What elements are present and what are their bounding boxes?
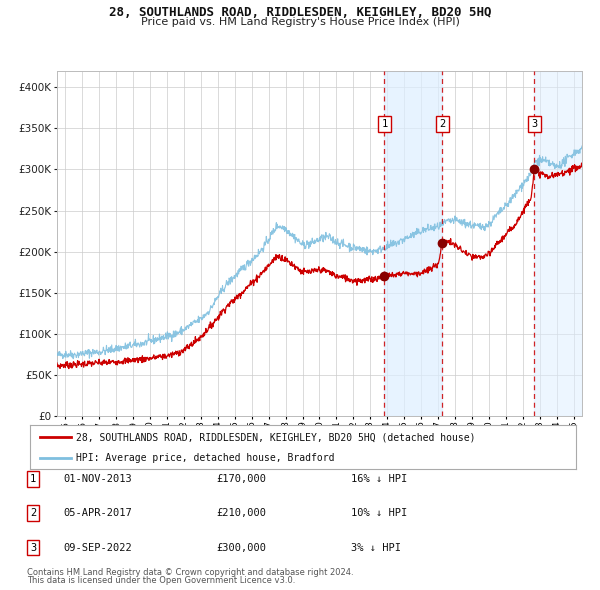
Text: 28, SOUTHLANDS ROAD, RIDDLESDEN, KEIGHLEY, BD20 5HQ (detached house): 28, SOUTHLANDS ROAD, RIDDLESDEN, KEIGHLE…	[76, 432, 476, 442]
Text: 3: 3	[531, 119, 538, 129]
Text: 1: 1	[382, 119, 388, 129]
Text: 09-SEP-2022: 09-SEP-2022	[63, 543, 132, 552]
Text: 16% ↓ HPI: 16% ↓ HPI	[351, 474, 407, 484]
Text: 05-APR-2017: 05-APR-2017	[63, 509, 132, 518]
Text: 2: 2	[30, 509, 36, 518]
Text: Price paid vs. HM Land Registry's House Price Index (HPI): Price paid vs. HM Land Registry's House …	[140, 17, 460, 27]
Bar	[535, 71, 582, 416]
Text: HPI: Average price, detached house, Bradford: HPI: Average price, detached house, Brad…	[76, 453, 335, 463]
Text: 1: 1	[30, 474, 36, 484]
Bar	[385, 71, 442, 416]
Text: £300,000: £300,000	[216, 543, 266, 552]
Text: £170,000: £170,000	[216, 474, 266, 484]
Text: 3% ↓ HPI: 3% ↓ HPI	[351, 543, 401, 552]
Text: 28, SOUTHLANDS ROAD, RIDDLESDEN, KEIGHLEY, BD20 5HQ: 28, SOUTHLANDS ROAD, RIDDLESDEN, KEIGHLE…	[109, 6, 491, 19]
Text: This data is licensed under the Open Government Licence v3.0.: This data is licensed under the Open Gov…	[27, 576, 295, 585]
Text: 10% ↓ HPI: 10% ↓ HPI	[351, 509, 407, 518]
Text: 3: 3	[30, 543, 36, 552]
Text: Contains HM Land Registry data © Crown copyright and database right 2024.: Contains HM Land Registry data © Crown c…	[27, 568, 353, 577]
Text: 01-NOV-2013: 01-NOV-2013	[63, 474, 132, 484]
Text: £210,000: £210,000	[216, 509, 266, 518]
Text: 2: 2	[439, 119, 446, 129]
